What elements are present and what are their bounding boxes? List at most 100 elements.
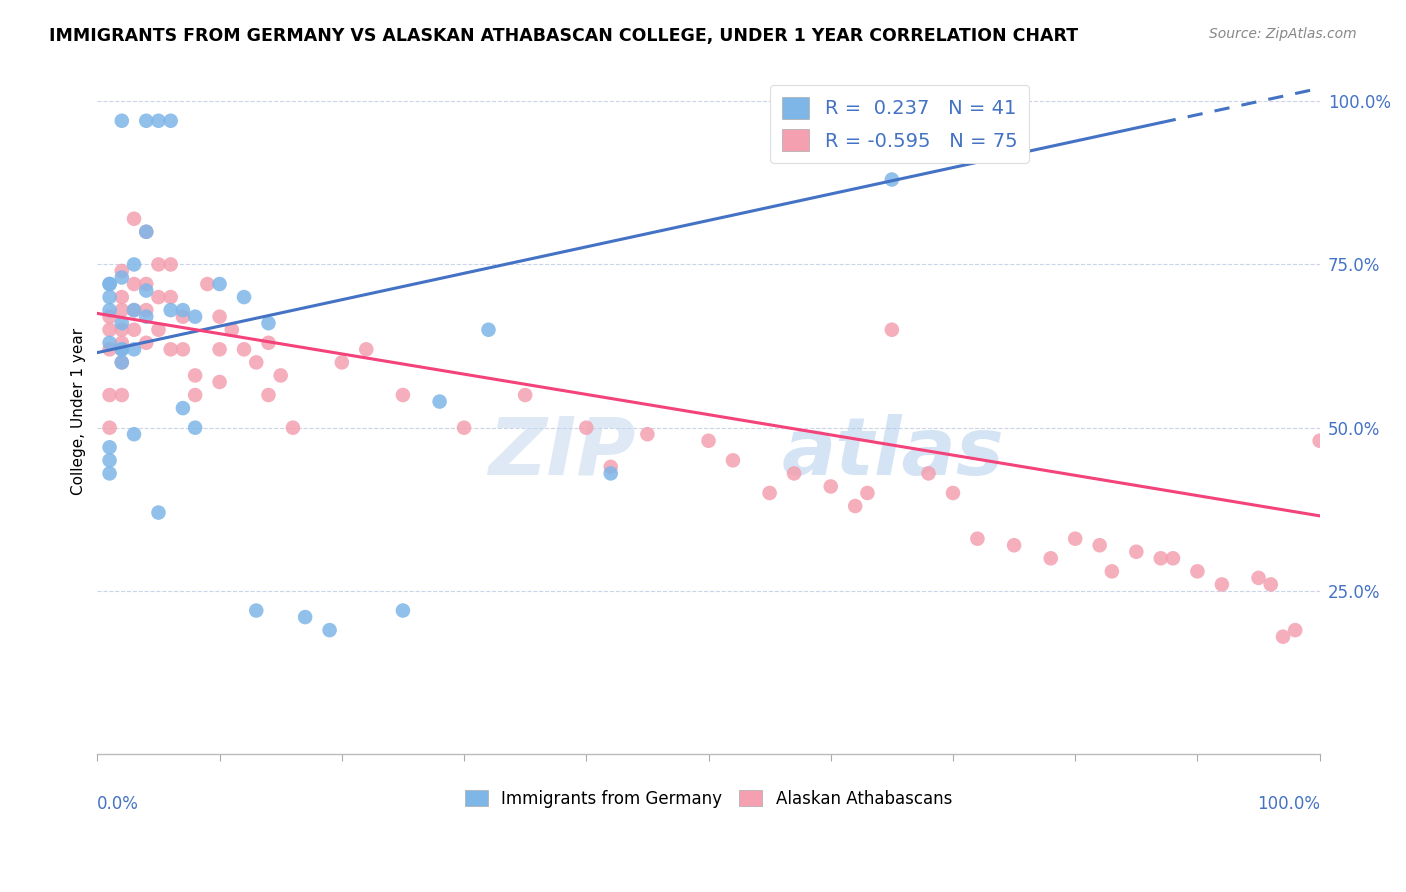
Point <box>98 453 121 467</box>
Point <box>1064 532 1087 546</box>
Point <box>966 532 988 546</box>
Point <box>98 343 121 357</box>
Point <box>1247 571 1270 585</box>
Point <box>111 323 134 337</box>
Legend: Immigrants from Germany, Alaskan Athabascans: Immigrants from Germany, Alaskan Athabas… <box>458 783 959 814</box>
Point <box>159 290 181 304</box>
Point <box>98 420 121 434</box>
Point <box>1260 577 1282 591</box>
Text: 0.0%: 0.0% <box>97 796 139 814</box>
Point <box>184 368 207 383</box>
Point <box>184 420 207 434</box>
Point <box>122 303 145 318</box>
Point <box>1088 538 1111 552</box>
Point <box>758 486 780 500</box>
Point <box>111 388 134 402</box>
Text: 100.0%: 100.0% <box>1257 796 1320 814</box>
Point <box>111 316 134 330</box>
Text: atlas: atlas <box>782 414 1005 491</box>
Point <box>172 343 194 357</box>
Point <box>135 113 157 128</box>
Point <box>122 427 145 442</box>
Point <box>783 467 806 481</box>
Point <box>330 355 353 369</box>
Point <box>135 310 157 324</box>
Point <box>148 290 170 304</box>
Point <box>184 388 207 402</box>
Point <box>111 335 134 350</box>
Point <box>1039 551 1062 566</box>
Point <box>281 420 304 434</box>
Point <box>111 343 134 357</box>
Point <box>98 277 121 291</box>
Point <box>111 264 134 278</box>
Point <box>122 277 145 291</box>
Y-axis label: College, Under 1 year: College, Under 1 year <box>72 327 86 495</box>
Point <box>135 335 157 350</box>
Point <box>599 459 621 474</box>
Point <box>942 486 965 500</box>
Text: Source: ZipAtlas.com: Source: ZipAtlas.com <box>1209 27 1357 41</box>
Point <box>844 499 866 513</box>
Point <box>184 310 207 324</box>
Point <box>98 440 121 454</box>
Point <box>429 394 451 409</box>
Point <box>98 290 121 304</box>
Text: ZIP: ZIP <box>488 414 636 491</box>
Point <box>159 303 181 318</box>
Point <box>111 113 134 128</box>
Point <box>318 623 340 637</box>
Point <box>111 270 134 285</box>
Point <box>453 420 475 434</box>
Point <box>148 257 170 271</box>
Text: IMMIGRANTS FROM GERMANY VS ALASKAN ATHABASCAN COLLEGE, UNDER 1 YEAR CORRELATION : IMMIGRANTS FROM GERMANY VS ALASKAN ATHAB… <box>49 27 1078 45</box>
Point <box>245 603 267 617</box>
Point <box>122 323 145 337</box>
Point <box>98 303 121 318</box>
Point <box>392 603 415 617</box>
Point <box>1284 623 1306 637</box>
Point <box>1125 545 1147 559</box>
Point <box>697 434 720 448</box>
Point <box>172 310 194 324</box>
Point <box>257 388 280 402</box>
Point <box>257 316 280 330</box>
Point <box>1187 565 1209 579</box>
Point <box>354 343 377 357</box>
Point <box>159 113 181 128</box>
Point <box>208 310 231 324</box>
Point <box>172 401 194 416</box>
Point <box>122 303 145 318</box>
Point <box>122 211 145 226</box>
Point <box>477 323 499 337</box>
Point <box>1211 577 1233 591</box>
Point <box>111 355 134 369</box>
Point <box>233 290 256 304</box>
Point <box>159 343 181 357</box>
Point <box>135 284 157 298</box>
Point <box>880 323 903 337</box>
Point <box>98 323 121 337</box>
Point <box>233 343 256 357</box>
Point <box>111 343 134 357</box>
Point <box>208 343 231 357</box>
Point <box>1309 434 1331 448</box>
Point <box>599 467 621 481</box>
Point <box>575 420 598 434</box>
Point <box>122 343 145 357</box>
Point <box>135 303 157 318</box>
Point <box>1272 630 1295 644</box>
Point <box>148 113 170 128</box>
Point <box>135 225 157 239</box>
Point <box>1161 551 1184 566</box>
Point <box>111 303 134 318</box>
Point <box>135 277 157 291</box>
Point <box>135 225 157 239</box>
Point <box>856 486 879 500</box>
Point <box>515 388 537 402</box>
Point <box>111 355 134 369</box>
Point <box>721 453 744 467</box>
Point <box>122 257 145 271</box>
Point <box>1101 565 1123 579</box>
Point <box>98 277 121 291</box>
